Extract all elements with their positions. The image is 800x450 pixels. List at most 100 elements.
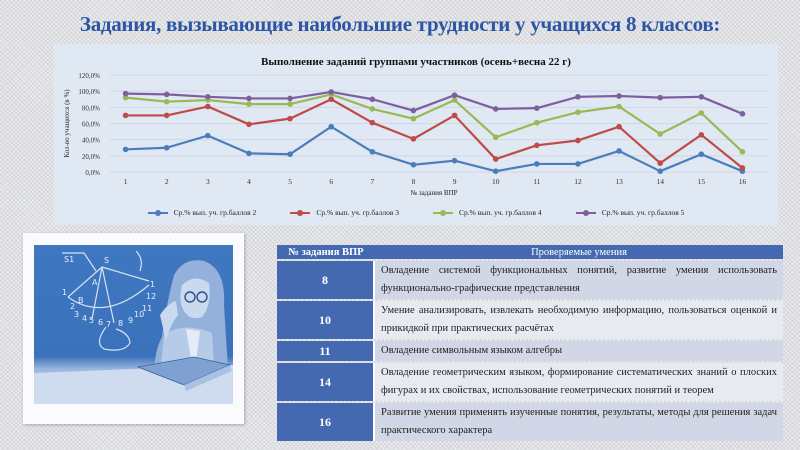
y-tick-label: 20,0% — [82, 153, 100, 161]
series-line — [125, 93, 744, 153]
svg-text:1: 1 — [150, 280, 155, 289]
data-point — [410, 161, 417, 168]
y-tick-label: 40,0% — [82, 137, 100, 145]
legend-label: Ср.% вып. уч. гр.баллов 5 — [601, 208, 685, 217]
legend-marker-icon — [575, 209, 596, 216]
svg-text:7: 7 — [106, 320, 111, 329]
data-point — [369, 96, 376, 103]
data-point — [122, 112, 129, 119]
data-point — [163, 98, 170, 105]
data-point — [534, 161, 540, 167]
svg-text:B: B — [78, 296, 84, 305]
data-point — [122, 94, 129, 101]
data-point — [410, 115, 417, 122]
x-axis-label: № задания ВПР — [410, 189, 457, 197]
svg-text:S: S — [104, 256, 109, 265]
x-tick-label: 11 — [533, 177, 540, 186]
data-point — [657, 131, 663, 137]
data-point — [246, 95, 252, 102]
y-tick-label: 80,0% — [82, 104, 100, 112]
data-point — [657, 168, 663, 174]
skill-description-cell: Овладение геометрическим языком, формиро… — [375, 363, 783, 401]
x-tick-label: 4 — [247, 177, 251, 186]
task-number-cell: 16 — [277, 403, 375, 441]
data-point — [410, 136, 417, 142]
y-tick-label: 120,0% — [78, 72, 100, 80]
chart-legend: Ср.% вып. уч. гр.баллов 2 Ср.% вып. уч. г… — [54, 208, 778, 217]
data-point — [451, 157, 458, 164]
legend-item: Ср.% вып. уч. гр.баллов 3 — [290, 208, 399, 217]
data-point — [287, 95, 293, 102]
svg-text:4: 4 — [82, 314, 87, 323]
task-number-cell: 11 — [277, 341, 375, 361]
column-header-skills: Проверяемые умения — [375, 245, 783, 259]
svg-text:1: 1 — [62, 288, 67, 297]
legend-label: Ср.% вып. уч. гр.баллов 2 — [173, 208, 257, 217]
data-point — [205, 103, 211, 110]
x-tick-label: 1 — [124, 177, 128, 186]
data-point — [575, 94, 581, 100]
data-point — [451, 112, 458, 119]
x-tick-label: 9 — [453, 177, 457, 186]
table-row: 8 Овладение системой функциональных поня… — [277, 261, 783, 299]
task-number-cell: 10 — [277, 301, 375, 339]
data-point — [122, 90, 129, 97]
data-point — [492, 106, 499, 112]
data-point — [616, 103, 622, 110]
x-tick-label: 6 — [329, 177, 333, 186]
data-point — [369, 119, 376, 126]
data-point — [369, 148, 376, 155]
data-point — [328, 89, 334, 95]
x-tick-label: 2 — [165, 177, 169, 186]
task-number-cell: 14 — [277, 363, 375, 401]
skill-description-cell: Развитие умения применять изученные поня… — [375, 403, 783, 441]
y-tick-label: 0,0% — [85, 169, 100, 177]
x-tick-label: 14 — [656, 177, 664, 186]
data-point — [698, 110, 705, 116]
x-tick-label: 15 — [698, 177, 706, 186]
x-tick-label: 13 — [615, 177, 623, 186]
series-line — [125, 98, 744, 169]
table-row: 10 Умение анализировать, извлекать необх… — [277, 301, 783, 339]
skill-description-cell: Умение анализировать, извлекать необходи… — [375, 301, 783, 339]
x-tick-label: 16 — [739, 177, 747, 186]
svg-text:2: 2 — [70, 302, 75, 311]
data-point — [492, 168, 499, 174]
slide-title: Задания, вызывающие наибольшие трудности… — [79, 12, 721, 36]
data-point — [657, 94, 663, 101]
data-point — [534, 119, 540, 126]
data-point — [575, 161, 581, 167]
series-line — [125, 125, 743, 173]
chart-plot-area: 0,0% 20,0% 40,0% 60,0% 80,0% 100,0% 120,0% Кол-… — [63, 72, 768, 197]
svg-text:12: 12 — [146, 292, 156, 301]
x-tick-label: 7 — [370, 177, 374, 186]
data-point — [616, 93, 622, 99]
svg-text:10: 10 — [134, 310, 144, 319]
column-header-task-number: № задания ВПР — [277, 245, 375, 259]
svg-text:3: 3 — [74, 310, 79, 319]
data-point — [451, 97, 458, 103]
data-point — [698, 94, 705, 100]
data-point — [122, 146, 129, 153]
svg-text:5: 5 — [89, 316, 94, 325]
legend-item: Ср.% вып. уч. гр.баллов 4 — [433, 208, 542, 217]
svg-text:9: 9 — [128, 316, 133, 325]
line-chart: Выполнение заданий группами участников (… — [54, 44, 778, 225]
data-point — [451, 92, 458, 99]
data-point — [534, 105, 540, 111]
legend-item: Ср.% вып. уч. гр.баллов 2 — [147, 208, 257, 217]
data-point — [287, 101, 293, 107]
chart-title: Выполнение заданий группами участников (… — [261, 56, 571, 68]
data-point — [739, 165, 746, 171]
data-point — [657, 160, 663, 166]
x-tick-label: 12 — [574, 177, 582, 186]
table-row: 11 Овладение символьным языком алгебры — [277, 341, 783, 361]
data-point — [575, 109, 581, 115]
table-header-row: № задания ВПР Проверяемые умения — [277, 245, 783, 259]
y-tick-label: 60,0% — [82, 121, 100, 129]
svg-text:11: 11 — [142, 304, 152, 313]
table-row: 14 Овладение геометрическим языком, форм… — [277, 363, 783, 401]
data-point — [410, 107, 417, 114]
x-tick-label: 8 — [412, 177, 416, 186]
